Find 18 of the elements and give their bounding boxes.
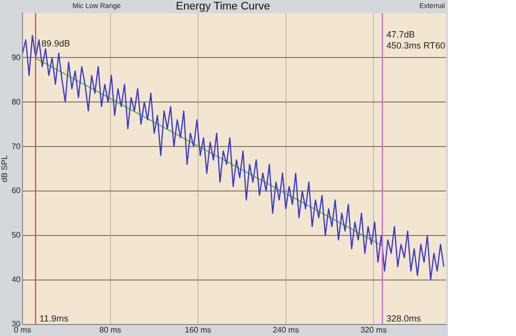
y-tick-label: 70 [12, 142, 22, 151]
ref-line-label: 328.0ms [386, 313, 422, 324]
ref-line-label: 11.9ms [40, 313, 69, 324]
chart-title: Energy Time Curve [176, 0, 270, 13]
x-tick-label: 0 ms [14, 325, 32, 334]
y-tick-label: 60 [12, 186, 22, 196]
y-axis-title: dB SPL [0, 154, 10, 182]
annotation: 89.9dB [42, 38, 70, 49]
x-tick-label: 240 ms [272, 325, 299, 334]
x-tick-label: 160 ms [184, 325, 212, 334]
y-tick-label: 40 [12, 275, 22, 284]
y-tick-label: 50 [12, 230, 22, 240]
annotation: 450.3ms RT60 [386, 40, 446, 51]
x-tick-label: 320 ms [360, 325, 387, 334]
x-tick-label: 80 ms [99, 325, 122, 334]
y-tick-label: 90 [12, 52, 22, 62]
y-tick-label: 80 [12, 97, 22, 106]
annotation: 47.7dB [386, 30, 415, 40]
